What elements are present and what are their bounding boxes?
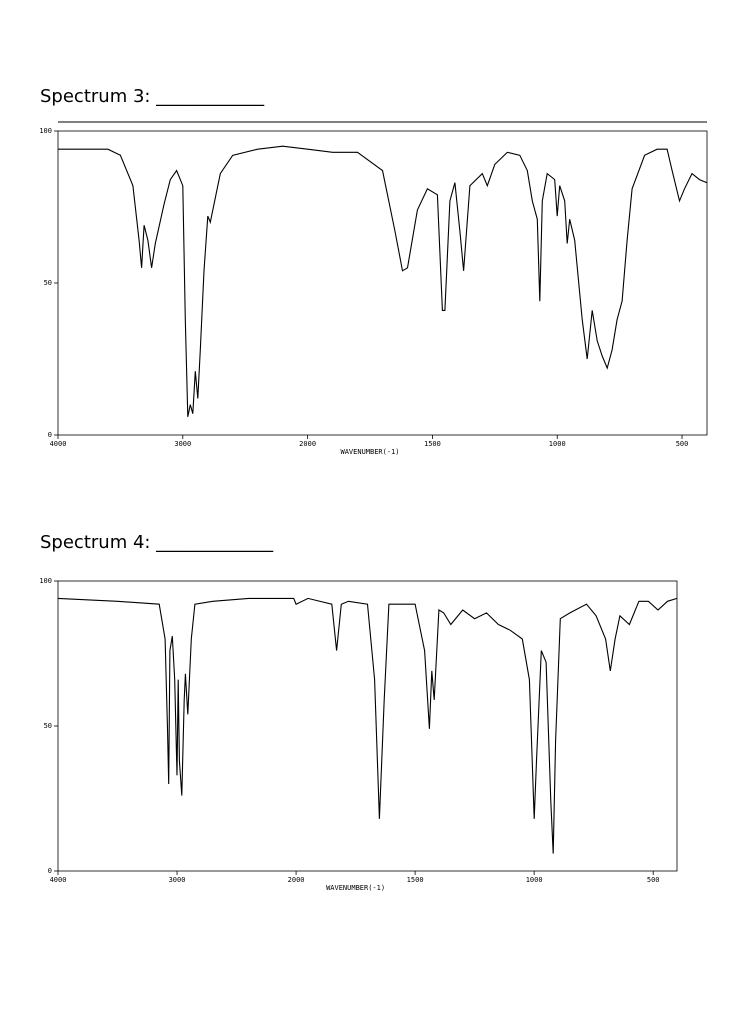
x-tick-label: 1000	[549, 440, 566, 448]
y-tick-label: 0	[48, 867, 52, 875]
plot-frame	[57, 130, 708, 436]
x-tick-label: 4000	[50, 440, 67, 448]
spectrum-title: Spectrum 4: _____________	[40, 532, 274, 553]
x-tick-label: 1500	[424, 440, 441, 448]
y-tick-label: 50	[44, 722, 52, 730]
x-tick-label: 500	[647, 876, 660, 884]
x-tick-label: 3000	[174, 440, 191, 448]
x-tick-label: 2000	[288, 876, 305, 884]
spectrum-line	[58, 145, 708, 417]
spectrum-title: Spectrum 3: ____________	[40, 86, 265, 107]
x-tick-label: 3000	[169, 876, 186, 884]
x-axis-label: WAVENUMBER(-1)	[326, 884, 385, 892]
y-tick-label: 100	[39, 577, 52, 585]
x-tick-label: 500	[676, 440, 689, 448]
spectrum-line	[57, 597, 678, 854]
x-tick-label: 4000	[50, 876, 67, 884]
x-tick-label: 2000	[299, 440, 316, 448]
y-tick-label: 0	[48, 431, 52, 439]
x-tick-label: 1000	[526, 876, 543, 884]
y-tick-label: 50	[44, 279, 52, 287]
y-tick-label: 100	[39, 127, 52, 135]
x-axis-label: WAVENUMBER(-1)	[341, 448, 400, 456]
plot-frame	[57, 580, 678, 872]
x-tick-label: 1500	[407, 876, 424, 884]
